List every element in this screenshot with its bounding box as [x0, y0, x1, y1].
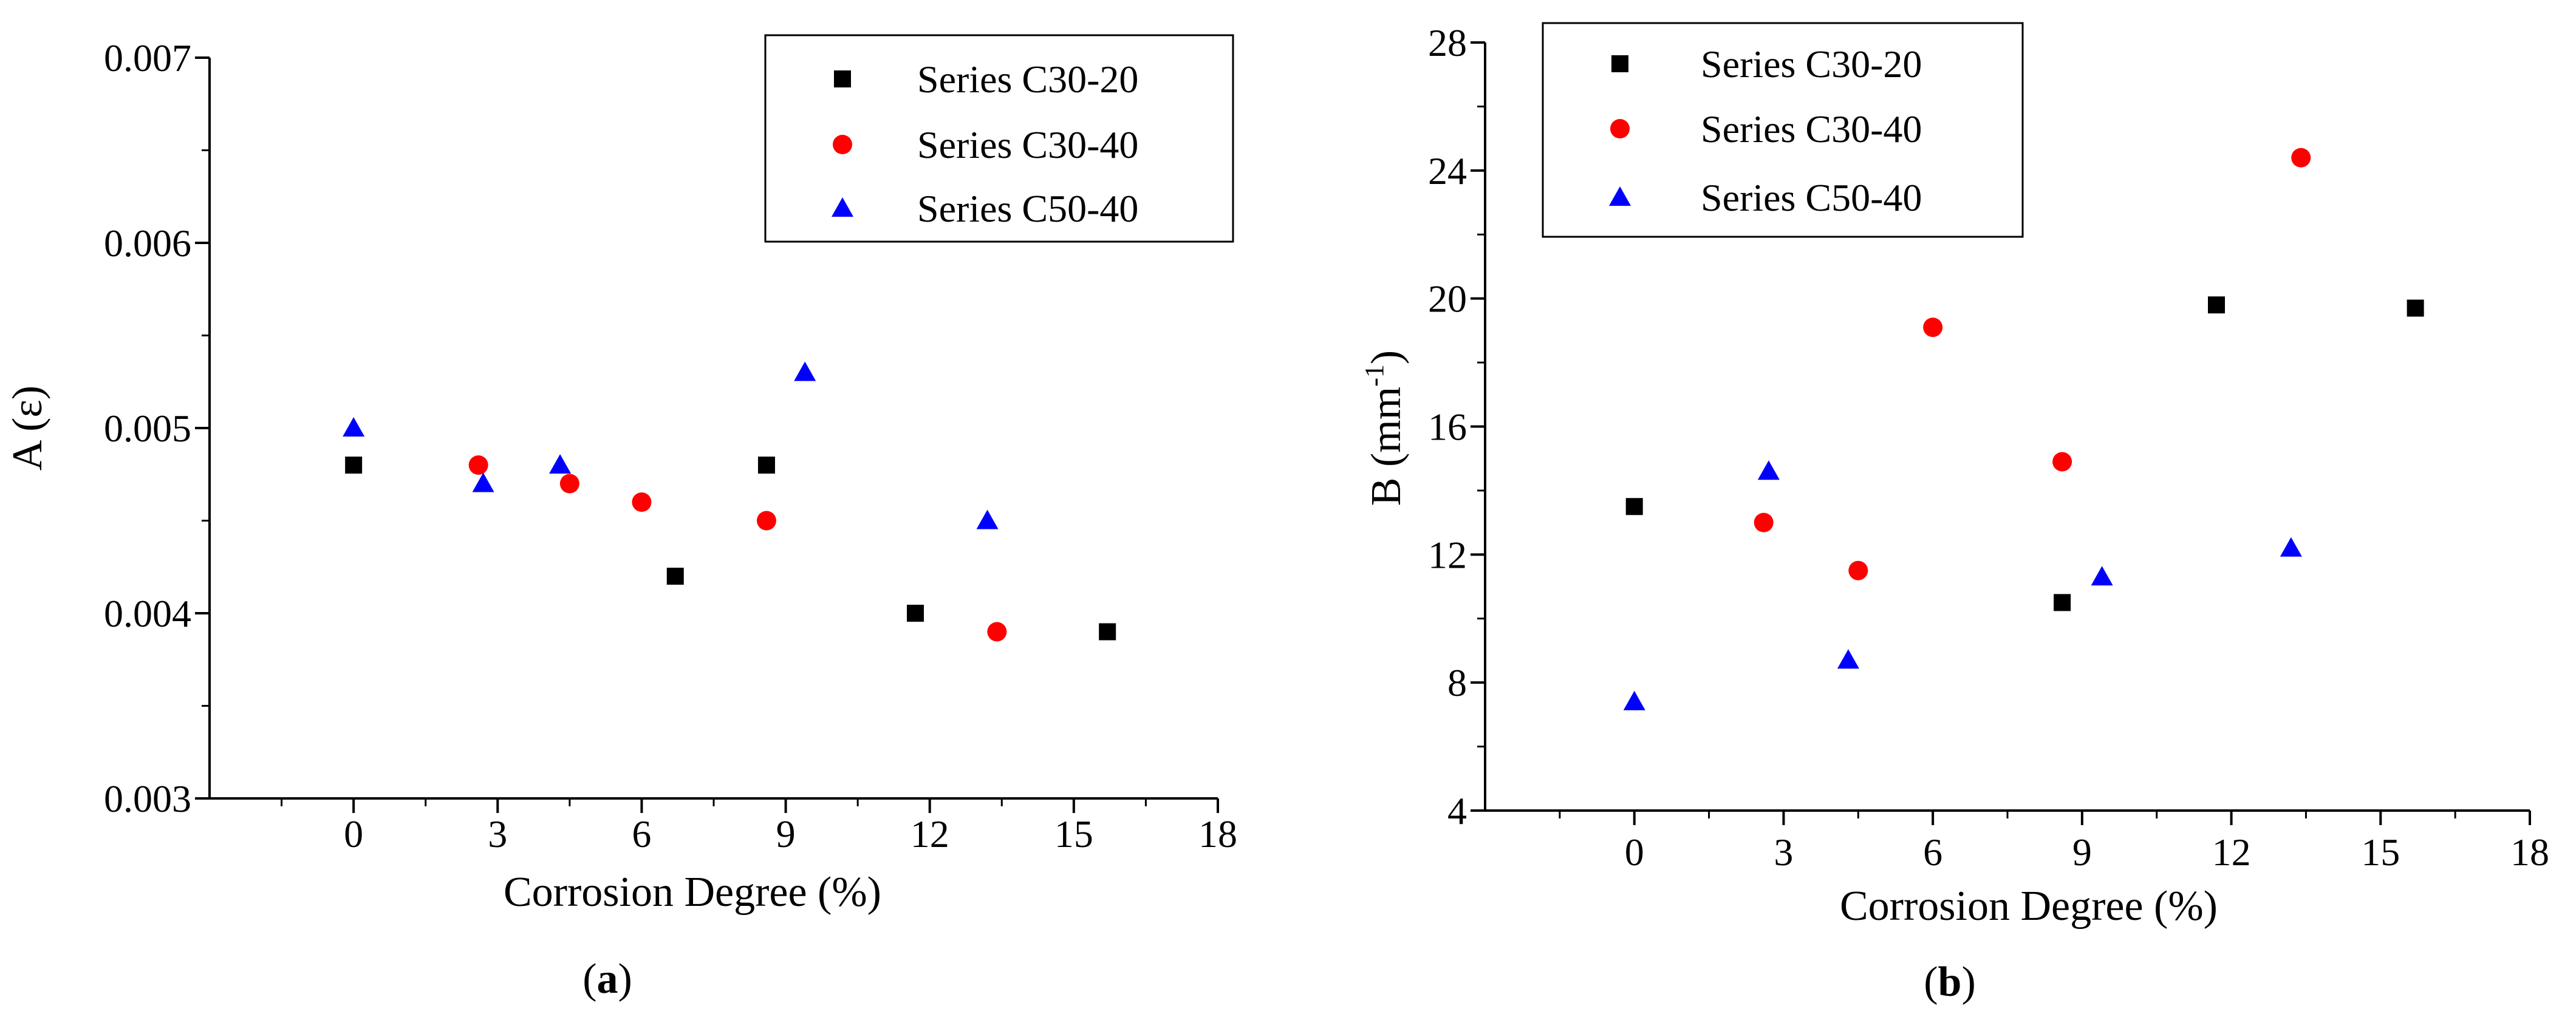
data-point-a-series-3 — [472, 472, 494, 492]
data-point-a-series-2 — [987, 622, 1007, 642]
data-point-b-series-2 — [1754, 512, 1774, 532]
x-tick-label-b: 12 — [2212, 831, 2251, 874]
data-point-a-series-1 — [345, 457, 363, 474]
data-point-a-series-3 — [343, 417, 365, 437]
data-point-a-series-1 — [907, 605, 924, 622]
data-point-b-series-3 — [2280, 537, 2302, 557]
x-tick-label-b: 18 — [2510, 831, 2549, 874]
data-point-a-series-3 — [549, 454, 572, 474]
x-axis-title-b: Corrosion Degree (%) — [1840, 883, 2218, 930]
data-point-a-series-2 — [468, 455, 488, 475]
y-tick-label-a: 0.006 — [104, 222, 191, 265]
data-point-a-series-2 — [559, 474, 579, 494]
x-tick-label-a: 6 — [632, 812, 651, 855]
x-tick-label-a: 15 — [1054, 812, 1093, 855]
data-point-a-series-2 — [632, 492, 652, 512]
x-tick-label-b: 6 — [1923, 831, 1942, 874]
plot-area-a: 0 3 6 9 12 15 18 0.003 0.004 0.005 0.006 0.007 — [104, 36, 1237, 855]
panel-a: 0 3 6 9 12 15 18 0.003 0.004 0.005 0.006 0.007 A (ε… — [4, 34, 1237, 1002]
x-tick-label-b: 9 — [2072, 831, 2092, 874]
legend-marker-b-1 — [1611, 55, 1628, 72]
y-tick-label-b: 28 — [1428, 21, 1467, 64]
y-tick-label-a: 0.007 — [104, 36, 191, 80]
ticks-a: 0 3 6 9 12 15 18 0.003 0.004 0.005 0.006 0.007 — [104, 36, 1237, 855]
y-tick-label-a: 0.004 — [104, 592, 191, 635]
y-axis-title-b-main: B (mm — [1363, 387, 1410, 506]
panel-b: 0 3 6 9 12 15 18 4 8 12 16 20 24 28 B (mm-1) Corrosio… — [1359, 21, 2549, 1005]
marks-b — [1623, 148, 2424, 710]
data-point-b-series-3 — [2091, 566, 2113, 586]
y-axis-title-b-close: ) — [1363, 350, 1410, 364]
x-tick-label-a: 18 — [1198, 812, 1237, 855]
legend-label-a-1: Series C30-20 — [917, 58, 1138, 101]
caption-label-b: b — [1938, 959, 1962, 1005]
caption-b: (b) — [1924, 959, 1976, 1005]
x-tick-label-a: 9 — [776, 812, 796, 855]
marks-a — [343, 361, 1116, 642]
legend-label-b-3: Series C50-40 — [1701, 176, 1922, 219]
x-tick-label-a: 3 — [488, 812, 507, 855]
data-point-b-series-2 — [1923, 318, 1943, 338]
y-tick-label-b: 4 — [1447, 789, 1467, 832]
data-point-b-series-2 — [2291, 148, 2311, 168]
data-point-a-series-1 — [666, 568, 684, 585]
data-point-a-series-2 — [756, 511, 776, 531]
legend-marker-a-1 — [834, 70, 851, 87]
y-tick-label-a: 0.005 — [104, 407, 191, 450]
legend-b: Series C30-20 Series C30-40 Series C50-40 — [1542, 22, 2024, 238]
data-point-b-series-1 — [2054, 594, 2071, 611]
x-tick-label-b: 0 — [1625, 831, 1644, 874]
legend-items-a: Series C30-20 Series C30-40 Series C50-40 — [832, 58, 1138, 230]
y-axis-title-b: B (mm-1) — [1359, 350, 1410, 506]
legend-marker-a-2 — [833, 135, 852, 154]
legend-marker-b-3 — [1609, 186, 1631, 206]
data-point-b-series-3 — [1837, 649, 1859, 669]
x-tick-label-b: 3 — [1774, 831, 1793, 874]
legend-marker-a-3 — [832, 197, 853, 217]
y-axis-title-a: A (ε) — [4, 386, 51, 471]
y-axis-title-b-sup: -1 — [1359, 364, 1389, 387]
legend-label-a-3: Series C50-40 — [917, 187, 1138, 230]
data-point-b-series-1 — [1625, 498, 1643, 515]
x-tick-label-a: 0 — [344, 812, 363, 855]
plot-area-b: 0 3 6 9 12 15 18 4 8 12 16 20 24 28 — [1428, 21, 2549, 874]
caption-a: (a) — [583, 956, 632, 1002]
data-point-a-series-1 — [757, 457, 775, 474]
data-point-b-series-2 — [1848, 560, 1868, 580]
data-point-a-series-3 — [794, 361, 816, 381]
caption-label-a: a — [597, 956, 618, 1002]
y-tick-label-b: 16 — [1428, 406, 1467, 449]
data-point-b-series-1 — [2208, 296, 2225, 314]
x-tick-label-a: 12 — [910, 812, 949, 855]
legend-items-b: Series C30-20 Series C30-40 Series C50-40 — [1609, 43, 1922, 219]
legend-label-a-2: Series C30-40 — [917, 123, 1138, 166]
data-point-b-series-3 — [1757, 460, 1780, 480]
data-point-a-series-1 — [1099, 623, 1116, 641]
data-point-b-series-2 — [2052, 452, 2072, 472]
y-tick-label-b: 20 — [1428, 277, 1467, 321]
y-tick-label-b: 12 — [1428, 533, 1467, 576]
data-point-b-series-1 — [2407, 299, 2424, 317]
legend-a: Series C30-20 Series C30-40 Series C50-40 — [764, 34, 1234, 243]
data-point-b-series-3 — [1623, 690, 1645, 710]
y-tick-label-a: 0.003 — [104, 777, 191, 820]
ticks-b: 0 3 6 9 12 15 18 4 8 12 16 20 24 28 — [1428, 21, 2549, 874]
legend-marker-b-2 — [1610, 119, 1630, 138]
x-tick-label-b: 15 — [2361, 831, 2400, 874]
legend-label-b-2: Series C30-40 — [1701, 107, 1922, 151]
x-axis-title-a: Corrosion Degree (%) — [504, 869, 881, 916]
y-tick-label-b: 8 — [1447, 661, 1467, 704]
data-point-a-series-3 — [976, 509, 999, 529]
legend-label-b-1: Series C30-20 — [1701, 43, 1922, 86]
y-tick-label-b: 24 — [1428, 149, 1467, 192]
